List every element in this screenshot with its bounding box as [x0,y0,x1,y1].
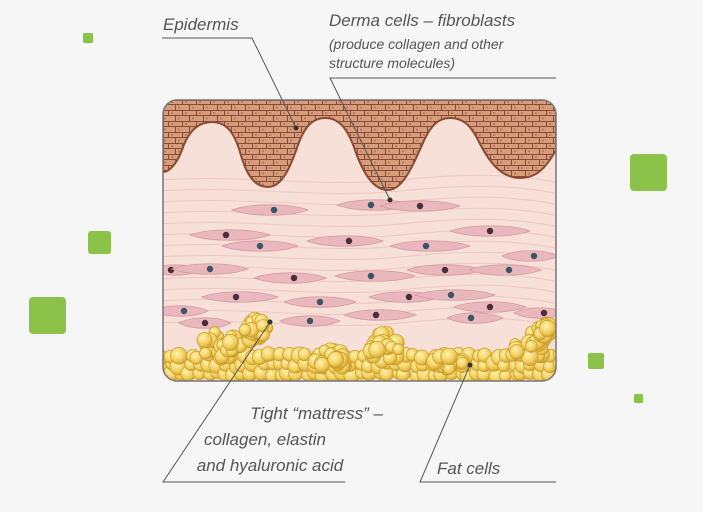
fat-cells-label: Fat cells [437,459,501,478]
fibroblast-nucleus [530,252,538,260]
fibroblast-nucleus [201,319,209,327]
collagen-fibre [163,218,556,228]
fat-cell [368,340,386,359]
fat-cell [297,347,312,362]
derma-pointer-dot [387,197,393,203]
fibroblast-nucleus [270,206,278,214]
fat-cell [327,351,345,368]
fibroblast-nucleus [306,317,314,325]
green-square-decoration [634,394,643,403]
green-square-decoration [630,154,667,191]
fibroblast-cell [305,235,385,247]
fibroblast-cell [178,317,232,329]
fibroblast-cell [446,312,504,324]
fibroblast-nucleus [180,307,188,315]
fibroblast-nucleus [206,265,214,273]
leader-lines [162,37,556,483]
fibroblast-nucleus [316,298,324,306]
fibroblast-nucleus [486,227,494,235]
fat-cell [552,355,556,371]
fibroblast-nucleus [441,266,449,274]
fibroblast-cell [252,272,328,284]
fibroblast-nucleus [167,266,175,274]
fibroblast-nucleus [367,272,375,280]
fibroblast-cell [170,263,250,275]
epidermis-pointer-dot [293,125,299,131]
fat-cell [199,347,212,360]
collagen-fibre [163,185,556,195]
fat-cell [221,333,239,351]
diagram-frame [162,99,557,382]
fat-cell [538,319,556,338]
collagen-fibre [163,284,556,294]
collagen-fibre [163,207,556,217]
fibroblast-cell [467,264,543,276]
fibroblast-nucleus [290,274,298,282]
fat-cell-group [163,311,556,381]
epidermis-label: Epidermis [163,15,239,34]
fat-cell [456,356,469,370]
fibroblast-nucleus [486,303,494,311]
mattress-pointer-dot [267,319,273,325]
mattress-leader [162,321,345,483]
fibroblast-nucleus [447,291,455,299]
fat-cell [314,357,330,373]
fibroblast-cell [279,315,341,327]
fibroblast-nucleus [416,202,424,210]
green-square-decoration [83,33,93,43]
fibroblast-cell [342,309,418,321]
mattress-label-line-3: and hyaluronic acid [196,456,344,475]
fibroblast-cell [333,270,417,282]
fibroblast-nucleus [505,266,513,274]
fibroblast-nucleus [222,231,230,239]
fibroblast-cell [163,305,209,317]
derma-cells-sublabel-2: structure molecules) [329,55,456,71]
fibroblast-nucleus [256,242,264,250]
fat-cell [392,343,405,356]
fat-cell [525,339,538,353]
green-square-decoration [88,231,111,254]
fibroblast-nucleus [467,314,475,322]
epidermis-leader [162,37,297,129]
fibroblast-nucleus [367,201,375,209]
fibroblast-cell [220,240,300,252]
fat-cell [238,323,252,337]
fibroblast-cell [452,301,528,313]
fat-cell [196,332,213,349]
fibroblast-nucleus [232,293,240,301]
fibroblast-nucleus [540,309,548,317]
fibroblast-cell [282,296,358,308]
fibroblast-cell [513,307,556,319]
fibroblast-cell [448,225,532,237]
fat-cell [509,344,525,360]
fibroblast-nucleus [422,242,430,250]
fibroblast-cell [188,229,272,241]
derma-cells-sublabel-1: (produce collagen and other [329,36,504,52]
fibroblast-nucleus [405,293,413,301]
derma-leader [329,77,556,201]
skin-cross-section [163,100,556,381]
green-square-decoration [29,297,66,334]
fibroblast-group [163,199,556,329]
fibroblast-cell [378,200,462,212]
mattress-label-line-2: collagen, elastin [204,430,326,449]
mattress-label-line-1: Tight “mattress” – [249,404,383,423]
fibroblast-cell [230,204,310,216]
fibroblast-cell [501,250,556,262]
fibroblast-cell [200,291,280,303]
epidermis-layer [163,100,556,192]
fibroblast-nucleus [372,311,380,319]
green-square-decoration [588,353,604,369]
fat-leader [419,364,556,483]
derma-cells-label: Derma cells – fibroblasts [329,11,516,30]
fat-pointer-dot [467,362,473,368]
fibroblast-cell [388,240,472,252]
fat-cell [553,346,556,362]
fat-cell [440,347,458,366]
fibroblast-nucleus [345,237,353,245]
fat-cell [169,347,188,365]
fibroblast-cell [413,289,497,301]
